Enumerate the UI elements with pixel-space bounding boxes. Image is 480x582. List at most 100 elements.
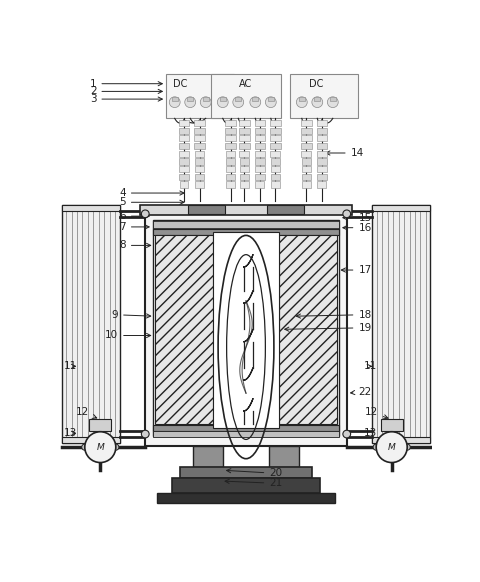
Circle shape [142, 210, 149, 218]
Bar [61, 437, 120, 443]
Bar [225, 135, 236, 141]
Bar [317, 182, 326, 187]
Bar [271, 182, 280, 187]
Bar [270, 135, 281, 141]
Bar [172, 478, 320, 494]
Bar [270, 127, 281, 134]
Bar [193, 446, 223, 467]
Bar [301, 127, 312, 134]
Bar [226, 174, 235, 180]
Bar [180, 182, 189, 187]
Text: DC: DC [173, 79, 187, 88]
Bar [153, 221, 339, 229]
Bar [381, 420, 403, 431]
Bar [270, 120, 281, 126]
Circle shape [169, 97, 180, 108]
Bar [225, 127, 236, 134]
Bar [317, 143, 327, 149]
Circle shape [233, 97, 244, 108]
Circle shape [312, 97, 323, 108]
Bar [153, 220, 339, 435]
Circle shape [113, 444, 119, 450]
Bar [267, 205, 304, 214]
Bar [240, 143, 250, 149]
Bar [271, 166, 280, 172]
Bar [194, 135, 204, 141]
Bar [179, 135, 189, 141]
Text: DC: DC [309, 79, 323, 88]
Bar [239, 127, 250, 134]
Bar [317, 135, 327, 141]
Bar [302, 182, 311, 187]
Circle shape [82, 444, 88, 450]
Bar [61, 205, 120, 443]
Bar [213, 232, 279, 428]
Bar [317, 158, 327, 165]
Text: M: M [388, 443, 396, 452]
Bar [195, 158, 204, 165]
Bar [317, 174, 326, 180]
Bar [252, 97, 258, 101]
Circle shape [250, 97, 261, 108]
Circle shape [265, 97, 276, 108]
Bar [372, 205, 431, 211]
Bar [301, 143, 312, 149]
Bar [157, 494, 335, 503]
Bar [153, 425, 339, 431]
Bar [239, 135, 250, 141]
Circle shape [404, 444, 410, 450]
Text: 15: 15 [343, 212, 372, 223]
Text: 19: 19 [285, 323, 372, 333]
Bar [290, 74, 359, 118]
Bar [317, 166, 327, 172]
Bar [255, 174, 264, 180]
Bar [255, 143, 265, 149]
Text: 12: 12 [365, 407, 388, 419]
Text: 14: 14 [326, 148, 364, 158]
Text: M: M [96, 443, 104, 452]
Bar [240, 174, 249, 180]
Bar [271, 174, 280, 180]
Text: 1: 1 [90, 79, 162, 88]
Bar [255, 151, 265, 157]
Bar [140, 205, 352, 215]
Text: 11: 11 [364, 361, 377, 371]
Bar [187, 97, 193, 101]
Text: 7: 7 [119, 222, 149, 232]
Bar [179, 158, 189, 165]
Bar [61, 205, 120, 211]
Bar [302, 166, 311, 172]
Circle shape [343, 210, 350, 218]
Bar [153, 431, 339, 437]
Bar [194, 143, 204, 149]
Bar [299, 97, 305, 101]
Bar [195, 174, 204, 180]
Bar [271, 151, 280, 157]
Bar [166, 74, 234, 118]
Bar [240, 182, 249, 187]
Bar [317, 127, 327, 134]
Bar [240, 158, 249, 165]
Text: 10: 10 [105, 331, 151, 340]
Bar [270, 143, 280, 149]
Circle shape [85, 432, 116, 463]
Bar [268, 97, 274, 101]
Bar [255, 127, 265, 134]
Text: 9: 9 [111, 310, 151, 320]
Text: AC: AC [240, 79, 252, 88]
Bar [255, 182, 264, 187]
Bar [89, 420, 111, 431]
Bar [155, 235, 213, 424]
Bar [172, 97, 178, 101]
Bar [271, 158, 280, 165]
Bar [226, 143, 236, 149]
Bar [179, 151, 189, 157]
Text: 21: 21 [225, 478, 283, 488]
Bar [180, 174, 189, 180]
Bar [226, 182, 235, 187]
Bar [226, 158, 235, 165]
Bar [301, 158, 312, 165]
Text: 6: 6 [119, 211, 149, 221]
Bar [226, 166, 235, 172]
Bar [179, 143, 189, 149]
